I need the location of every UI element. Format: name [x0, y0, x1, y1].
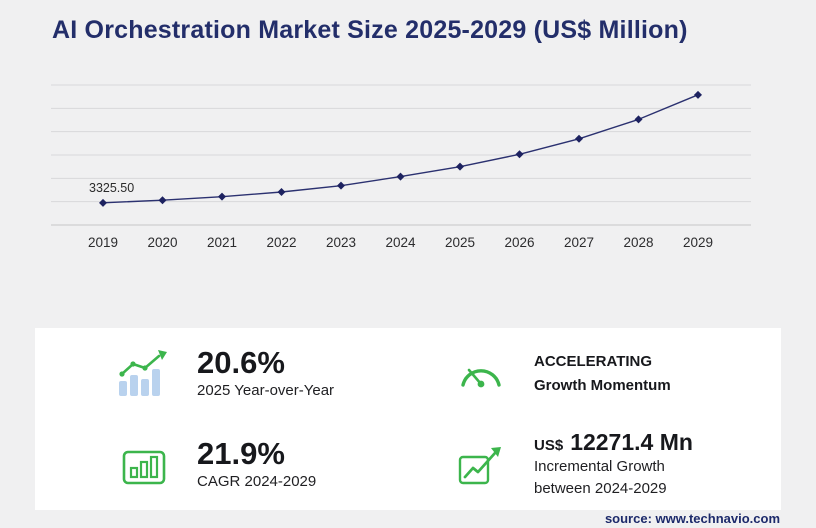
svg-text:2019: 2019: [88, 235, 118, 250]
growth-arrow-icon: [454, 445, 508, 485]
cagr-value: 21.9%: [197, 435, 285, 471]
svg-text:2027: 2027: [564, 235, 594, 250]
svg-text:2024: 2024: [385, 235, 416, 250]
svg-text:2025: 2025: [445, 235, 475, 250]
svg-text:2026: 2026: [504, 235, 534, 250]
source-attribution: source: www.technavio.com: [604, 511, 780, 526]
yoy-label: 2025 Year-over-Year: [197, 382, 335, 400]
stat-cagr: 21.9% CAGR 2024-2029: [35, 419, 408, 510]
chart-title: AI Orchestration Market Size 2025-2029 (…: [52, 16, 688, 44]
svg-text:2028: 2028: [623, 235, 653, 250]
stat-incremental-growth: US$ 12271.4 Mn Incremental Growth betwee…: [408, 419, 781, 510]
svg-text:2021: 2021: [207, 235, 237, 250]
yoy-value: 20.6%: [197, 344, 285, 380]
incremental-value: 12271.4 Mn: [570, 429, 693, 456]
stat-growth-momentum: ACCELERATING Growth Momentum: [408, 328, 781, 419]
speedometer-icon: [454, 357, 508, 391]
market-size-line-chart: 3325.50 2019 2020 2021 2022 2023 2024 2025 2026 2…: [45, 80, 757, 258]
svg-text:2022: 2022: [266, 235, 296, 250]
svg-text:2029: 2029: [683, 235, 713, 250]
svg-text:2023: 2023: [326, 235, 356, 250]
stat-yoy-growth: 20.6% 2025 Year-over-Year: [35, 328, 408, 419]
line-chart-svg: 3325.50 2019 2020 2021 2022 2023 2024 2025 2026 2…: [51, 84, 751, 250]
incremental-currency: US$: [534, 437, 564, 455]
bar-chart-box-icon: [117, 445, 171, 485]
incremental-line2: between 2024-2029: [534, 480, 667, 497]
momentum-line1: ACCELERATING: [534, 352, 653, 370]
incremental-line1: Incremental Growth: [534, 458, 665, 476]
growth-bars-icon: [117, 349, 171, 398]
momentum-line2: Growth Momentum: [534, 376, 671, 394]
stats-panel: 20.6% 2025 Year-over-Year ACCELERATING G…: [35, 328, 781, 510]
svg-text:3325.50: 3325.50: [89, 181, 134, 195]
cagr-label: CAGR 2024-2029: [197, 473, 317, 491]
svg-text:2020: 2020: [147, 235, 177, 250]
